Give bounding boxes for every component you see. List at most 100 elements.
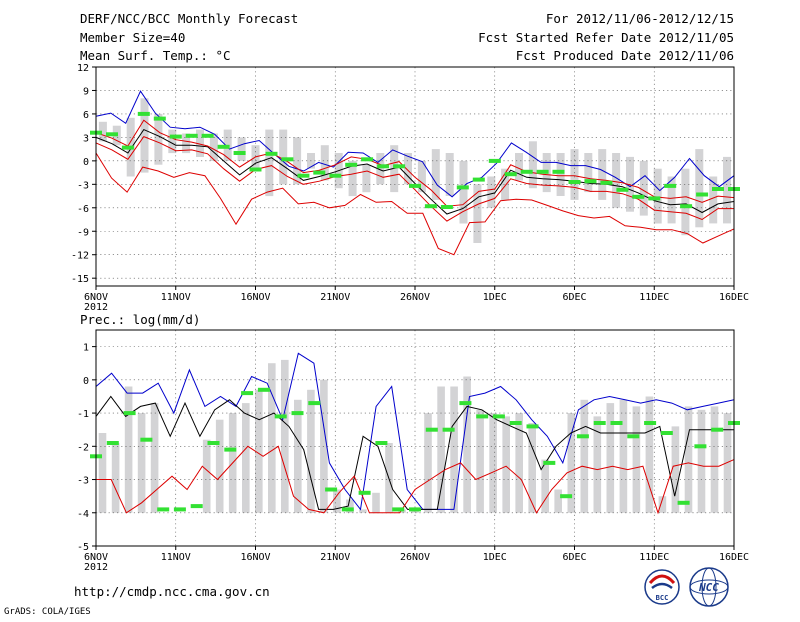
series-line-min <box>95 152 735 256</box>
observed-marker <box>560 494 573 499</box>
y-tick-label: -2 <box>77 442 89 453</box>
observed-marker <box>526 424 539 429</box>
x-tick-label: 16NOV <box>240 292 270 303</box>
observed-marker <box>543 460 556 465</box>
observed-marker <box>361 157 374 162</box>
spread-bar <box>632 406 641 513</box>
x-tick-label: 21NOV <box>320 552 350 563</box>
observed-marker <box>106 441 119 445</box>
spread-bar <box>359 509 367 513</box>
x-tick-label: 11NOV <box>161 552 191 563</box>
observed-marker <box>265 151 278 156</box>
observed-marker <box>308 401 321 406</box>
observed-marker <box>281 157 294 162</box>
spread-bar <box>723 156 731 224</box>
y-tick-label: 1 <box>83 343 89 354</box>
y-tick-label: -1 <box>77 409 89 420</box>
spread-bar <box>320 145 329 181</box>
spread-bar <box>404 153 412 185</box>
x-tick-label: 26NOV <box>400 292 430 303</box>
observed-marker <box>627 434 640 439</box>
spread-bar <box>695 149 704 228</box>
spread-bar <box>580 399 589 513</box>
y-tick-label: -9 <box>77 227 89 238</box>
observed-marker <box>459 401 472 406</box>
observed-marker <box>424 204 437 209</box>
observed-marker <box>249 167 262 172</box>
x-tick-label: 6DEC <box>562 552 586 563</box>
observed-marker <box>576 434 589 439</box>
spread-bar <box>424 413 432 513</box>
spread-bar <box>489 413 497 513</box>
spread-bar <box>431 149 440 200</box>
spread-bar <box>584 153 593 193</box>
observed-marker <box>358 490 371 495</box>
spread-bar <box>333 489 341 513</box>
observed-marker <box>680 204 693 209</box>
y-tick-label: -5 <box>77 542 89 553</box>
spread-bar <box>281 359 289 513</box>
spread-bar <box>515 153 523 181</box>
spread-bar <box>709 176 718 224</box>
x-tick-label: 6NOV <box>84 552 108 563</box>
spread-bar <box>502 416 510 513</box>
observed-marker <box>217 144 230 149</box>
spread-bar <box>215 419 224 513</box>
observed-marker <box>185 133 198 138</box>
spread-bar <box>202 439 211 513</box>
spread-bar <box>671 426 680 513</box>
observed-marker <box>409 507 421 512</box>
y-tick-label: 0 <box>83 157 89 168</box>
spread-bar <box>501 168 510 200</box>
x-tick-label: 11NOV <box>161 292 191 303</box>
series-line-max <box>95 90 735 198</box>
spread-bar <box>124 386 133 513</box>
observed-marker <box>325 487 338 492</box>
ncc-logo-text: NCC <box>698 581 719 594</box>
spread-bar <box>710 406 719 513</box>
spread-bar <box>98 121 107 142</box>
spread-bar <box>268 363 276 513</box>
spread-bar <box>154 113 163 165</box>
spread-bar <box>459 160 468 224</box>
observed-marker <box>660 431 673 435</box>
observed-marker <box>393 164 406 169</box>
observed-marker <box>190 504 203 509</box>
x-tick-label: 16DEC <box>719 552 749 563</box>
series-line-upper <box>95 119 735 207</box>
observed-marker <box>377 164 390 169</box>
spread-bar <box>473 184 482 243</box>
spread-bar <box>294 399 302 513</box>
spread-bar <box>445 153 454 196</box>
spread-bar <box>255 389 263 513</box>
spread-bar <box>612 153 621 208</box>
x-tick-label: 11DEC <box>639 552 669 563</box>
observed-marker <box>664 183 677 188</box>
observed-marker <box>329 173 342 178</box>
y-tick-label: -3 <box>77 476 89 487</box>
spread-bar <box>681 168 690 236</box>
x-tick-label: 2012 <box>84 302 108 313</box>
spread-bar <box>598 149 607 200</box>
y-tick-label: -3 <box>77 180 89 191</box>
spread-bar <box>140 98 149 173</box>
y-tick-label: -12 <box>71 251 89 262</box>
spread-bar <box>619 399 628 513</box>
observed-marker <box>140 437 153 442</box>
spread-bar <box>196 129 204 157</box>
y-tick-label: 6 <box>83 110 89 121</box>
spread-bar <box>606 403 615 513</box>
bcc-logo: BCC <box>644 569 680 605</box>
spread-bar <box>437 386 445 513</box>
observed-marker <box>616 187 629 192</box>
y-tick-label: 3 <box>83 133 89 144</box>
spread-bar <box>376 153 385 185</box>
observed-marker <box>297 173 310 178</box>
spread-bar <box>541 459 549 513</box>
observed-marker <box>694 444 707 449</box>
observed-marker <box>442 427 455 432</box>
spread-bar <box>515 413 523 513</box>
x-tick-label: 6NOV <box>84 292 108 303</box>
observed-marker <box>207 441 220 445</box>
